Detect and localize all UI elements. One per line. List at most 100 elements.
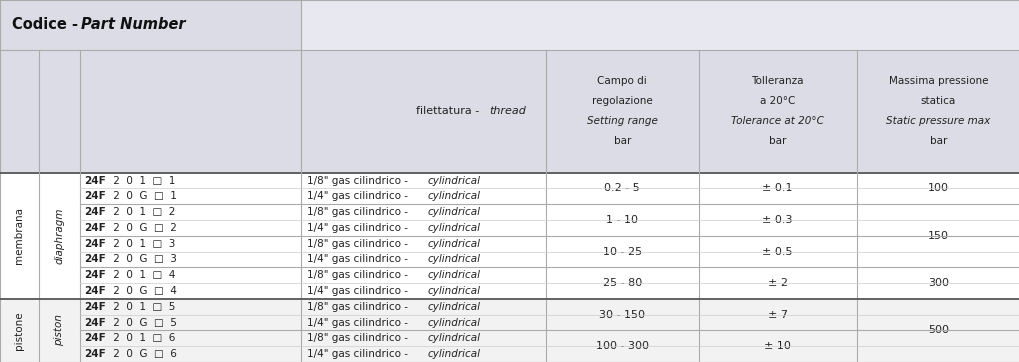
Text: 1/8" gas cilindrico -: 1/8" gas cilindrico - bbox=[307, 270, 411, 280]
Text: ± 7: ± 7 bbox=[767, 310, 787, 320]
Text: 2  0  1  □  5: 2 0 1 □ 5 bbox=[110, 302, 175, 312]
Text: cylindrical: cylindrical bbox=[427, 223, 480, 233]
Bar bbox=[0, 299, 1019, 315]
Text: Tolleranza: Tolleranza bbox=[751, 76, 803, 86]
Bar bbox=[0, 173, 1019, 189]
Text: 1/8" gas cilindrico -: 1/8" gas cilindrico - bbox=[307, 207, 411, 217]
Bar bbox=[0, 252, 1019, 267]
Text: 24F: 24F bbox=[84, 254, 105, 265]
Text: 1/4" gas cilindrico -: 1/4" gas cilindrico - bbox=[307, 254, 411, 265]
Text: 100: 100 bbox=[927, 184, 948, 193]
Text: 1/4" gas cilindrico -: 1/4" gas cilindrico - bbox=[307, 349, 411, 359]
Text: 2  0  G  □  5: 2 0 G □ 5 bbox=[110, 317, 177, 328]
Text: 2  0  1  □  3: 2 0 1 □ 3 bbox=[110, 239, 175, 249]
Text: 10 - 25: 10 - 25 bbox=[602, 247, 641, 257]
Text: 24F: 24F bbox=[84, 333, 105, 343]
Text: 24F: 24F bbox=[84, 176, 105, 186]
Text: Codice -: Codice - bbox=[12, 17, 84, 32]
Text: Static pressure max: Static pressure max bbox=[886, 116, 989, 126]
Text: bar: bar bbox=[928, 136, 947, 146]
Text: ± 0.1: ± 0.1 bbox=[762, 184, 792, 193]
Text: 1/4" gas cilindrico -: 1/4" gas cilindrico - bbox=[307, 286, 411, 296]
Text: 100 - 300: 100 - 300 bbox=[595, 341, 648, 351]
Text: 1/4" gas cilindrico -: 1/4" gas cilindrico - bbox=[307, 317, 411, 328]
Text: 1/8" gas cilindrico -: 1/8" gas cilindrico - bbox=[307, 333, 411, 343]
Text: cylindrical: cylindrical bbox=[427, 302, 480, 312]
Text: diaphragm: diaphragm bbox=[54, 207, 64, 264]
Text: cylindrical: cylindrical bbox=[427, 176, 480, 186]
Text: 2  0  G  □  4: 2 0 G □ 4 bbox=[110, 286, 177, 296]
Text: 300: 300 bbox=[927, 278, 948, 288]
Text: 2  0  G  □  1: 2 0 G □ 1 bbox=[110, 191, 177, 201]
Text: 24F: 24F bbox=[84, 207, 105, 217]
Bar bbox=[0, 50, 301, 173]
Text: 1/8" gas cilindrico -: 1/8" gas cilindrico - bbox=[307, 176, 411, 186]
Text: Campo di: Campo di bbox=[597, 76, 646, 86]
Text: 24F: 24F bbox=[84, 302, 105, 312]
Text: ± 0.3: ± 0.3 bbox=[762, 215, 792, 225]
Text: 2  0  G  □  2: 2 0 G □ 2 bbox=[110, 223, 177, 233]
Text: Massima pressione: Massima pressione bbox=[888, 76, 987, 86]
Text: 24F: 24F bbox=[84, 239, 105, 249]
Text: 1/4" gas cilindrico -: 1/4" gas cilindrico - bbox=[307, 191, 411, 201]
Text: 500: 500 bbox=[927, 325, 948, 336]
Text: 24F: 24F bbox=[84, 349, 105, 359]
Text: Setting range: Setting range bbox=[586, 116, 657, 126]
Text: cylindrical: cylindrical bbox=[427, 333, 480, 343]
Text: pistone: pistone bbox=[14, 311, 24, 350]
Text: 30 - 150: 30 - 150 bbox=[598, 310, 645, 320]
Bar bbox=[301, 50, 1019, 173]
Text: piston: piston bbox=[54, 315, 64, 346]
Text: 150: 150 bbox=[927, 231, 948, 241]
Text: 1/4" gas cilindrico -: 1/4" gas cilindrico - bbox=[307, 223, 411, 233]
Text: 1 - 10: 1 - 10 bbox=[605, 215, 638, 225]
Text: membrana: membrana bbox=[14, 207, 24, 264]
Bar bbox=[0, 189, 1019, 204]
Text: 2  0  1  □  1: 2 0 1 □ 1 bbox=[110, 176, 175, 186]
Text: statica: statica bbox=[920, 96, 955, 106]
Bar bbox=[0, 0, 301, 50]
Text: Part Number: Part Number bbox=[81, 17, 185, 32]
Bar bbox=[0, 236, 1019, 252]
Text: ± 0.5: ± 0.5 bbox=[762, 247, 792, 257]
Text: 2  0  G  □  6: 2 0 G □ 6 bbox=[110, 349, 177, 359]
Text: cylindrical: cylindrical bbox=[427, 270, 480, 280]
Text: regolazione: regolazione bbox=[591, 96, 652, 106]
Text: 2  0  1  □  2: 2 0 1 □ 2 bbox=[110, 207, 175, 217]
Bar bbox=[0, 204, 1019, 220]
Text: cylindrical: cylindrical bbox=[427, 191, 480, 201]
Text: bar: bar bbox=[612, 136, 631, 146]
Text: 24F: 24F bbox=[84, 270, 105, 280]
Text: 1/8" gas cilindrico -: 1/8" gas cilindrico - bbox=[307, 302, 411, 312]
Bar bbox=[0, 283, 1019, 299]
Text: 24F: 24F bbox=[84, 286, 105, 296]
Text: 2  0  1  □  6: 2 0 1 □ 6 bbox=[110, 333, 175, 343]
Text: 25 - 80: 25 - 80 bbox=[602, 278, 641, 288]
Text: cylindrical: cylindrical bbox=[427, 349, 480, 359]
Text: 24F: 24F bbox=[84, 317, 105, 328]
Text: cylindrical: cylindrical bbox=[427, 207, 480, 217]
Bar bbox=[0, 220, 1019, 236]
Text: filettatura -: filettatura - bbox=[416, 106, 482, 116]
Text: ± 2: ± 2 bbox=[767, 278, 787, 288]
Text: 0.2 - 5: 0.2 - 5 bbox=[603, 184, 640, 193]
Text: 2  0  1  □  4: 2 0 1 □ 4 bbox=[110, 270, 175, 280]
Bar bbox=[0, 315, 1019, 331]
Text: cylindrical: cylindrical bbox=[427, 286, 480, 296]
Text: 24F: 24F bbox=[84, 223, 105, 233]
Text: a 20°C: a 20°C bbox=[759, 96, 795, 106]
Text: 2  0  G  □  3: 2 0 G □ 3 bbox=[110, 254, 177, 265]
Text: cylindrical: cylindrical bbox=[427, 254, 480, 265]
Text: ± 10: ± 10 bbox=[763, 341, 791, 351]
Bar bbox=[0, 331, 1019, 346]
Text: Tolerance at 20°C: Tolerance at 20°C bbox=[731, 116, 823, 126]
Bar bbox=[0, 346, 1019, 362]
Text: bar: bar bbox=[768, 136, 786, 146]
Bar bbox=[0, 267, 1019, 283]
Text: 1/8" gas cilindrico -: 1/8" gas cilindrico - bbox=[307, 239, 411, 249]
Text: 24F: 24F bbox=[84, 191, 105, 201]
Text: cylindrical: cylindrical bbox=[427, 317, 480, 328]
Text: thread: thread bbox=[489, 106, 526, 116]
Bar bbox=[301, 0, 1019, 50]
Text: cylindrical: cylindrical bbox=[427, 239, 480, 249]
